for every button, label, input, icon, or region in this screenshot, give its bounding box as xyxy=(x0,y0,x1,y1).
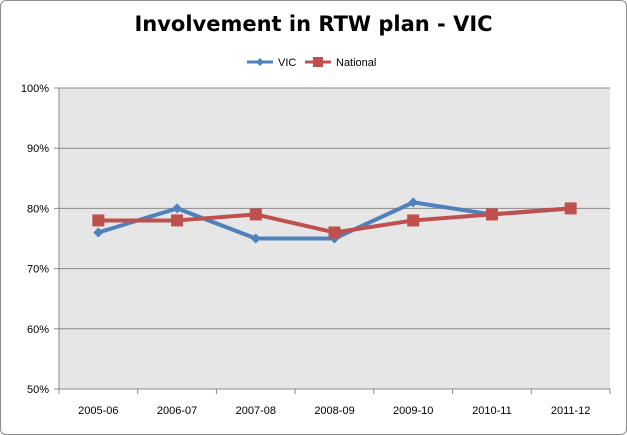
chart-title: Involvement in RTW plan - VIC xyxy=(134,12,493,36)
x-tick-label: 2005-06 xyxy=(78,405,118,417)
legend-marker xyxy=(256,58,264,66)
y-tick-label: 90% xyxy=(27,143,49,155)
y-tick-label: 60% xyxy=(27,324,49,336)
data-point-vic xyxy=(172,203,183,214)
series-national xyxy=(92,202,577,239)
x-tick-label: 2009-10 xyxy=(393,405,433,417)
x-tick-label: 2007-08 xyxy=(236,405,276,417)
data-point-vic xyxy=(93,227,104,238)
y-tick-label: 80% xyxy=(27,203,49,215)
x-tick-label: 2011-12 xyxy=(551,405,591,417)
data-point-national xyxy=(328,226,341,239)
legend-label: VIC xyxy=(278,57,296,69)
y-tick-label: 100% xyxy=(21,83,49,95)
x-tick-label: 2006-07 xyxy=(157,405,197,417)
data-point-national xyxy=(171,214,184,227)
data-point-national xyxy=(485,208,498,221)
data-point-national xyxy=(564,202,577,215)
x-tick-label: 2010-11 xyxy=(472,405,512,417)
data-point-national xyxy=(92,214,105,227)
legend-item-vic: VIC xyxy=(247,57,296,69)
legend-item-national: National xyxy=(305,57,376,69)
y-tick-label: 70% xyxy=(27,264,49,276)
legend-marker xyxy=(313,57,323,67)
x-tick-label: 2008-09 xyxy=(314,405,354,417)
data-point-vic xyxy=(408,197,419,208)
legend-label: National xyxy=(336,57,376,69)
data-point-national xyxy=(249,208,262,221)
y-tick-label: 50% xyxy=(27,384,49,396)
data-point-national xyxy=(407,214,420,227)
data-point-vic xyxy=(250,233,261,244)
